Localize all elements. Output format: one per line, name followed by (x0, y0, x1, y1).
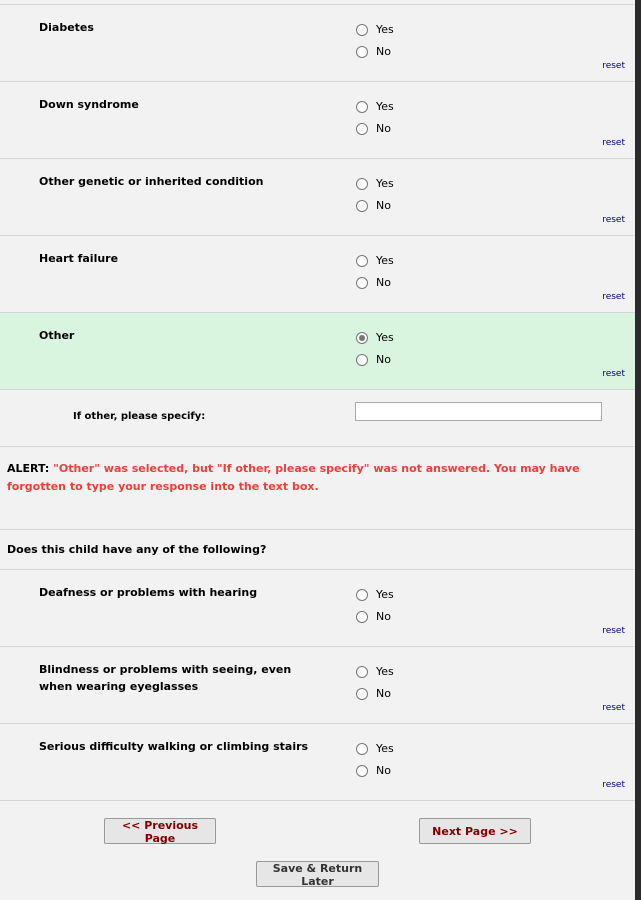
no-radio[interactable] (356, 199, 368, 212)
question-row: Down syndrome Yes No reset (0, 82, 635, 159)
specify-row: If other, please specify: (0, 390, 635, 447)
question-label: Other (39, 329, 75, 342)
yes-radio[interactable] (356, 665, 368, 678)
no-label: No (376, 610, 391, 623)
question-label: Heart failure (39, 252, 119, 265)
yes-label: Yes (376, 742, 394, 755)
yes-option[interactable]: Yes (356, 742, 394, 755)
alert-prefix: ALERT: (7, 462, 50, 475)
no-radio[interactable] (356, 353, 368, 366)
question-label: Blindness or problems with seeing, even … (39, 663, 292, 693)
no-label: No (376, 122, 391, 135)
reset-link[interactable]: reset (602, 780, 625, 790)
survey-form: Diabetes Yes No reset Down syndrome Yes N… (0, 0, 635, 801)
yes-label: Yes (376, 665, 394, 678)
question-label: Diabetes (39, 21, 94, 34)
no-radio[interactable] (356, 45, 368, 58)
scrollbar[interactable] (635, 0, 641, 900)
reset-link[interactable]: reset (602, 138, 625, 148)
yes-label: Yes (376, 588, 394, 601)
no-label: No (376, 45, 391, 58)
section-header: Does this child have any of the followin… (0, 530, 635, 570)
save-return-later-button[interactable]: Save & Return Later (256, 861, 379, 888)
no-option[interactable]: No (356, 276, 391, 289)
no-label: No (376, 353, 391, 366)
question-label: Deafness or problems with hearing (39, 586, 258, 599)
yes-option[interactable]: Yes (356, 254, 394, 267)
alert-text: "Other" was selected, but "If other, ple… (7, 462, 580, 493)
question-row: Other Yes No reset (0, 313, 635, 390)
question-row: Blindness or problems with seeing, even … (0, 647, 635, 724)
yes-label: Yes (376, 100, 394, 113)
yes-radio[interactable] (356, 100, 368, 113)
no-radio[interactable] (356, 764, 368, 777)
yes-label: Yes (376, 254, 394, 267)
question-row: Other genetic or inherited condition Yes… (0, 159, 635, 236)
question-label: Serious difficulty walking or climbing s… (39, 740, 309, 753)
yes-label: Yes (376, 23, 394, 36)
previous-page-button[interactable]: << Previous Page (104, 818, 216, 845)
yes-label: Yes (376, 331, 394, 344)
no-radio[interactable] (356, 610, 368, 623)
no-radio[interactable] (356, 687, 368, 700)
no-label: No (376, 276, 391, 289)
reset-link[interactable]: reset (602, 703, 625, 713)
yes-radio[interactable] (356, 254, 368, 267)
question-row: Diabetes Yes No reset (0, 5, 635, 82)
no-option[interactable]: No (356, 764, 391, 777)
yes-radio[interactable] (356, 177, 368, 190)
question-row: Heart failure Yes No reset (0, 236, 635, 313)
no-label: No (376, 199, 391, 212)
no-option[interactable]: No (356, 353, 391, 366)
yes-option[interactable]: Yes (356, 588, 394, 601)
yes-option[interactable]: Yes (356, 100, 394, 113)
question-row: Deafness or problems with hearing Yes No… (0, 570, 635, 647)
yes-option[interactable]: Yes (356, 23, 394, 36)
reset-link[interactable]: reset (602, 61, 625, 71)
yes-label: Yes (376, 177, 394, 190)
specify-input[interactable] (355, 402, 602, 421)
no-option[interactable]: No (356, 687, 391, 700)
reset-link[interactable]: reset (602, 215, 625, 225)
yes-radio[interactable] (356, 331, 368, 344)
no-option[interactable]: No (356, 610, 391, 623)
yes-radio[interactable] (356, 742, 368, 755)
no-option[interactable]: No (356, 199, 391, 212)
yes-option[interactable]: Yes (356, 331, 394, 344)
question-label: Other genetic or inherited condition (39, 175, 264, 188)
no-option[interactable]: No (356, 122, 391, 135)
yes-option[interactable]: Yes (356, 177, 394, 190)
no-radio[interactable] (356, 122, 368, 135)
yes-radio[interactable] (356, 588, 368, 601)
no-option[interactable]: No (356, 45, 391, 58)
question-row: Serious difficulty walking or climbing s… (0, 724, 635, 801)
question-label: Down syndrome (39, 98, 139, 111)
specify-label: If other, please specify: (73, 411, 206, 422)
yes-radio[interactable] (356, 23, 368, 36)
reset-link[interactable]: reset (602, 292, 625, 302)
no-radio[interactable] (356, 276, 368, 289)
next-page-button[interactable]: Next Page >> (419, 818, 531, 844)
divider (0, 0, 635, 5)
alert-message: ALERT: "Other" was selected, but "If oth… (0, 447, 635, 530)
reset-link[interactable]: reset (602, 626, 625, 636)
yes-option[interactable]: Yes (356, 665, 394, 678)
no-label: No (376, 764, 391, 777)
no-label: No (376, 687, 391, 700)
reset-link[interactable]: reset (602, 369, 625, 379)
